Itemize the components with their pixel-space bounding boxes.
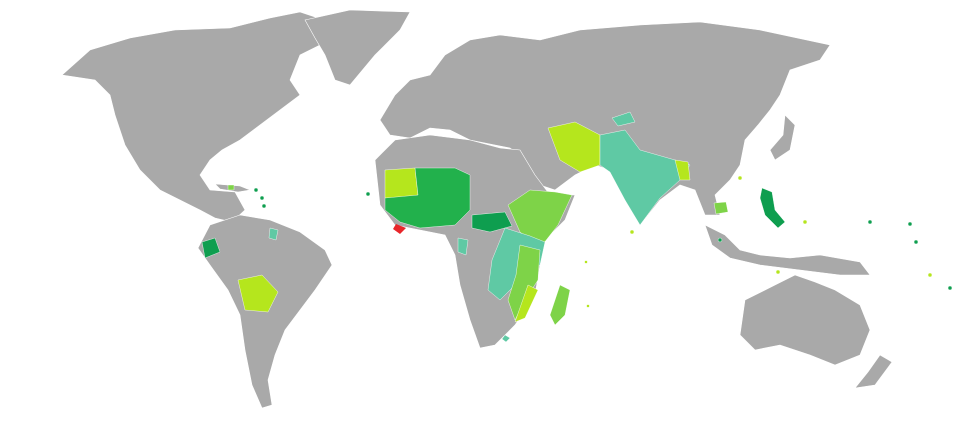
west-africa — [384, 167, 471, 229]
madagascar-region — [514, 284, 539, 323]
eurasia — [379, 21, 831, 226]
new-zealand — [854, 354, 893, 389]
island — [737, 175, 743, 181]
island — [584, 260, 588, 264]
guyana — [268, 227, 279, 241]
madagascar-highlight — [549, 284, 571, 326]
ecuador — [201, 237, 221, 259]
island — [253, 187, 259, 193]
bolivia — [237, 274, 279, 313]
island — [775, 269, 781, 275]
myanmar — [674, 159, 691, 181]
island — [586, 304, 590, 308]
gulf-of-guinea — [457, 237, 469, 256]
island — [947, 285, 953, 291]
philippines — [759, 187, 786, 229]
island — [259, 195, 265, 201]
island — [913, 239, 919, 245]
greenland — [304, 9, 411, 86]
island — [802, 219, 808, 225]
central-asia — [611, 111, 636, 127]
liberia — [393, 224, 406, 234]
island — [261, 203, 267, 209]
island — [717, 237, 723, 243]
cambodia — [713, 201, 729, 215]
island — [927, 272, 933, 278]
indonesia — [704, 224, 871, 276]
island-dots — [253, 175, 953, 308]
island — [365, 191, 371, 197]
lesotho — [501, 334, 511, 343]
north-america — [61, 11, 331, 223]
island — [907, 221, 913, 227]
south-asia — [599, 129, 691, 226]
mauritania — [384, 167, 419, 201]
central-african-republic — [471, 211, 513, 233]
haiti — [227, 184, 235, 191]
australia — [739, 274, 871, 366]
highlighted-countries — [201, 111, 786, 343]
japan — [769, 114, 796, 161]
island — [867, 219, 873, 225]
island — [629, 229, 635, 235]
